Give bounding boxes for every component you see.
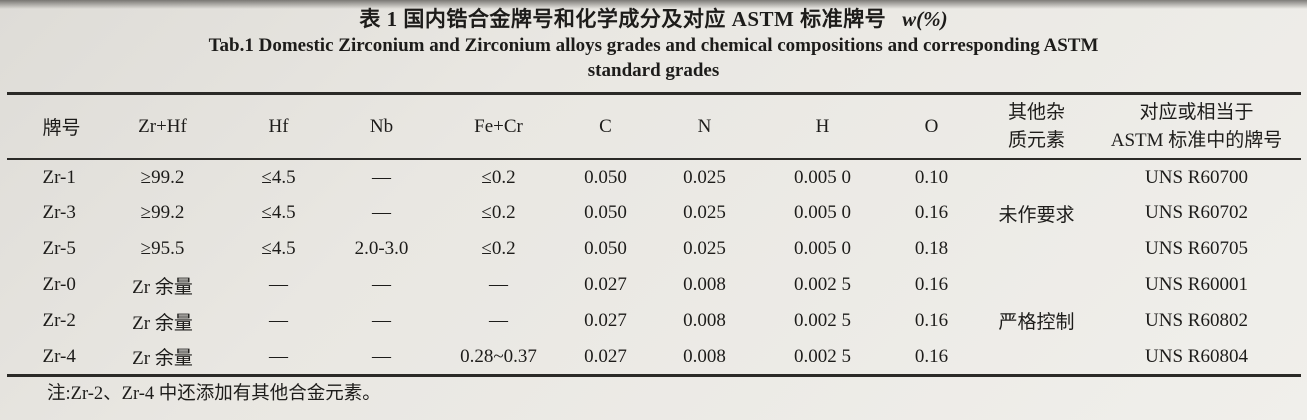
cell-hf: — [269,310,288,332]
paper-table-page: 表 1 国内锆合金牌号和化学成分及对应 ASTM 标准牌号 w(%) Tab.1 … [0,6,1307,404]
table-title-chinese-text: 表 1 国内锆合金牌号和化学成分及对应 ASTM 标准牌号 [359,7,887,31]
table-row-zr3: Zr-3 ≥99.2 ≤4.5 — ≤0.2 0.050 0.025 0.005… [7,195,1301,231]
col-header-astm-grade-line1: 对应或相当于 [1139,101,1254,123]
cell-fe-cr: — [489,274,508,296]
cell-astm: UNS R60804 [1145,345,1248,367]
cell-o: 0.10 [914,166,949,188]
cell-hf: ≤4.5 [261,238,296,260]
col-header-other-impurities-line1: 其他杂 [1007,101,1065,123]
table-row-zr1: Zr-1 ≥99.2 ≤4.5 — ≤0.2 0.050 0.025 0.005… [7,159,1301,227]
cell-grade: Zr-1 [42,166,76,188]
col-header-astm-grade: 对应或相当于 ASTM 标准中的牌号 [1093,93,1301,159]
col-header-fe-cr: Fe+Cr [474,115,523,137]
cell-h: 0.002 5 [794,274,851,296]
cell-fe-cr: ≤0.2 [481,166,516,188]
table-row-zr5: Zr-5 ≥95.5 ≤4.5 2.0-3.0 ≤0.2 0.050 0.025… [7,231,1301,267]
cell-h: 0.005 0 [794,202,851,224]
cell-n: 0.025 [683,202,726,224]
cell-o: 0.16 [914,345,949,367]
cell-fe-cr: — [489,310,508,332]
col-header-h: H [815,115,830,137]
cell-hf: ≤4.5 [261,166,296,188]
cell-c: 0.050 [584,202,627,224]
cell-grade: Zr-0 [42,274,76,296]
cell-hf: — [269,345,288,367]
cell-o: 0.18 [914,238,949,260]
cell-grade: Zr-2 [42,310,76,332]
cell-fe-cr: ≤0.2 [481,238,516,260]
cell-astm: UNS R60001 [1145,274,1248,296]
cell-grade: Zr-4 [42,345,76,367]
col-header-astm-grade-line2: ASTM 标准中的牌号 [1110,129,1283,151]
table-title-chinese: 表 1 国内锆合金牌号和化学成分及对应 ASTM 标准牌号 w(%) [0,6,1307,32]
col-header-n: N [697,115,712,137]
col-header-zr-hf: Zr+Hf [138,115,187,137]
cell-h: 0.002 5 [794,310,851,332]
cell-zr-hf: Zr 余量 [132,312,193,334]
col-header-o: O [924,115,939,137]
cell-fe-cr: 0.28~0.37 [460,345,537,367]
table-row-zr4: Zr-4 Zr 余量 — — 0.28~0.37 0.027 0.008 0.0… [7,339,1301,375]
cell-nb: — [372,310,391,332]
table-title-english-line1: Tab.1 Domestic Zirconium and Zirconium a… [208,35,1099,57]
col-header-hf: Hf [268,115,289,137]
mass-fraction-symbol: w(%) [902,7,948,31]
header-row: 牌号 Zr+Hf Hf Nb Fe+Cr C N H O 其他杂 质元素 对应或… [6,93,1301,160]
cell-nb: — [372,166,391,188]
cell-o: 0.16 [914,202,949,224]
table-row-zr0: Zr-0 Zr 余量 — — — 0.027 0.008 0.002 5 0.1… [7,267,1301,333]
cell-nb: — [372,274,391,296]
cell-o: 0.16 [914,310,949,332]
cell-h: 0.002 5 [794,345,851,367]
cell-h: 0.005 0 [794,166,851,188]
cell-nb: 2.0-3.0 [354,238,409,260]
cell-hf: ≤4.5 [261,202,296,224]
cell-c: 0.027 [584,310,627,332]
cell-hf: — [269,274,288,296]
cell-h: 0.005 0 [794,238,851,260]
cell-n: 0.025 [683,238,726,260]
col-header-nb: Nb [369,115,394,137]
cell-astm: UNS R60702 [1145,202,1248,224]
cell-nb: — [372,202,391,224]
table-footnote: 注:Zr-2、Zr-4 中还添加有其他合金元素。 [47,383,381,404]
cell-astm: UNS R60802 [1145,310,1248,332]
cell-zr-hf: ≥95.5 [140,238,185,260]
cell-nb: — [372,345,391,367]
table-title-english-line2: standard grades [587,60,720,81]
col-header-c: C [599,115,612,137]
table-row-zr2: Zr-2 Zr 余量 — — — 0.027 0.008 0.002 5 0.1… [7,303,1301,339]
cell-grade: Zr-3 [42,202,76,224]
cell-c: 0.050 [584,238,627,260]
cell-grade: Zr-5 [42,238,76,260]
cell-zr-hf: ≥99.2 [140,202,185,224]
cell-n: 0.008 [683,345,726,367]
cell-zr-hf: Zr 余量 [132,348,193,369]
cell-c: 0.027 [584,345,627,367]
cell-impurity-group-top: 未作要求 [998,205,1075,227]
cell-c: 0.027 [584,274,627,296]
table-header: 牌号 Zr+Hf Hf Nb Fe+Cr C N H O 其他杂 质元素 对应或… [6,93,1301,160]
table-caption: 表 1 国内锆合金牌号和化学成分及对应 ASTM 标准牌号 w(%) Tab.1 … [0,6,1307,83]
cell-fe-cr: ≤0.2 [481,202,516,224]
table-body: Zr-1 ≥99.2 ≤4.5 — ≤0.2 0.050 0.025 0.005… [7,159,1301,375]
cell-n: 0.008 [683,310,726,332]
cell-astm: UNS R60705 [1145,238,1248,260]
cell-n: 0.025 [683,166,726,188]
cell-zr-hf: ≥99.2 [140,166,185,188]
cell-n: 0.008 [683,274,726,296]
col-header-other-impurities: 其他杂 质元素 [981,93,1093,159]
cell-c: 0.050 [584,166,627,188]
col-header-other-impurities-line2: 质元素 [1007,129,1065,151]
cell-astm: UNS R60700 [1145,166,1248,188]
composition-table: 牌号 Zr+Hf Hf Nb Fe+Cr C N H O 其他杂 质元素 对应或… [6,91,1301,377]
col-header-grade: 牌号 [42,118,81,139]
cell-zr-hf: Zr 余量 [132,276,193,298]
cell-impurity-group-bottom: 严格控制 [998,312,1075,333]
cell-o: 0.16 [914,274,949,296]
